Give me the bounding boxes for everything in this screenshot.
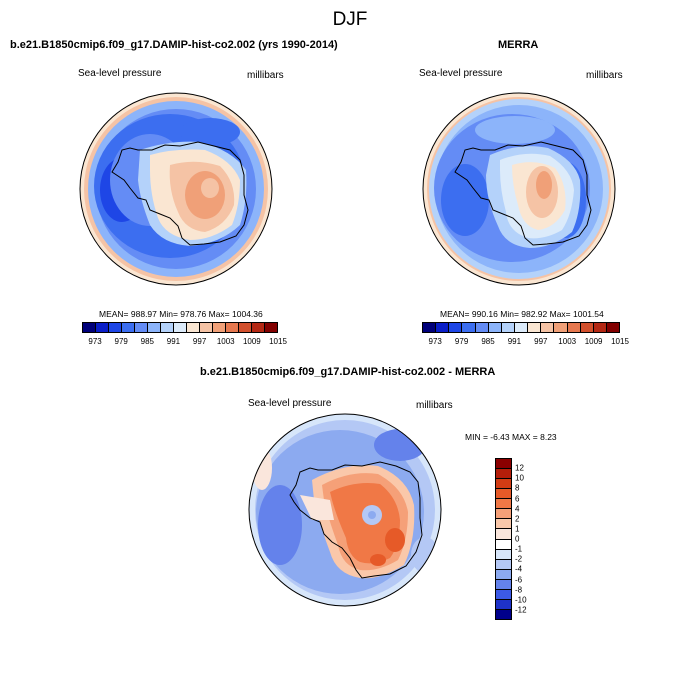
colorbar-swatch xyxy=(462,323,476,332)
colorbar-tick-label: 1003 xyxy=(216,337,235,346)
colorbar-swatch xyxy=(423,323,437,332)
colorbar-swatch xyxy=(528,323,542,332)
colorbar-swatch xyxy=(187,323,200,332)
colorbar-tick-label: -6 xyxy=(515,575,523,584)
diff-units-label: millibars xyxy=(416,400,453,411)
model-panel-title: b.e21.B1850cmip6.f09_g17.DAMIP-hist-co2.… xyxy=(10,39,338,51)
colorbar-swatch xyxy=(174,323,187,332)
colorbar-tick-label: 12 xyxy=(515,463,524,473)
colorbar-swatch xyxy=(496,459,511,470)
colorbar-swatch xyxy=(496,609,511,619)
colorbar-swatch xyxy=(200,323,213,332)
colorbar-swatch xyxy=(83,323,96,332)
colorbar-swatch xyxy=(496,569,511,580)
colorbar-swatch xyxy=(496,469,511,480)
colorbar-swatch xyxy=(496,579,511,590)
colorbar-tick-label: 973 xyxy=(88,337,102,346)
obs-stats: MEAN= 990.16 Min= 982.92 Max= 1001.54 xyxy=(440,309,604,319)
colorbar-swatch xyxy=(496,479,511,490)
colorbar-tick-label: 8 xyxy=(515,483,520,493)
colorbar-tick-label: -10 xyxy=(515,595,527,605)
colorbar-tick-label: 6 xyxy=(515,494,520,503)
colorbar-tick-label: 1 xyxy=(515,524,520,534)
colorbar-swatch xyxy=(514,323,529,332)
colorbar-tick-label: 985 xyxy=(481,337,495,346)
colorbar-swatch xyxy=(436,323,450,332)
colorbar-swatch xyxy=(593,323,607,332)
colorbar-tick-label: -4 xyxy=(515,564,523,574)
colorbar-tick-label: 973 xyxy=(428,337,442,346)
colorbar-tick-label: -2 xyxy=(515,554,523,564)
colorbar-tick-label: 0 xyxy=(515,534,520,544)
diff-polar-map xyxy=(249,414,441,606)
colorbar-swatch xyxy=(213,323,226,332)
colorbar-swatch xyxy=(488,323,502,332)
colorbar-tick-label: 1009 xyxy=(242,337,261,346)
colorbar-tick-label: 991 xyxy=(166,337,181,346)
colorbar-swatch xyxy=(496,519,511,530)
colorbar-tick-label: 991 xyxy=(507,337,522,346)
colorbar-swatch xyxy=(496,539,511,550)
colorbar-tick-label: 1015 xyxy=(611,337,629,346)
colorbar-tick-label: 997 xyxy=(192,337,207,346)
colorbar-swatch xyxy=(496,509,511,520)
colorbar-swatch xyxy=(606,323,620,332)
colorbar-swatch xyxy=(496,529,511,540)
colorbar-tick-label: 4 xyxy=(515,504,520,514)
colorbar-swatch xyxy=(109,323,122,332)
obs-polar-map xyxy=(423,93,615,285)
colorbar-swatch xyxy=(449,323,463,332)
season-title: DJF xyxy=(332,9,368,30)
colorbar-swatch xyxy=(135,323,148,332)
colorbar-swatch xyxy=(580,323,594,332)
colorbar-swatch xyxy=(122,323,135,332)
obs-variable-label: Sea-level pressure xyxy=(419,68,503,79)
colorbar-tick-label: 2 xyxy=(515,514,520,524)
diff-colorbar xyxy=(495,458,512,620)
model-variable-label: Sea-level pressure xyxy=(78,68,162,79)
model-units-label: millibars xyxy=(247,70,284,81)
colorbar-swatch xyxy=(161,323,174,332)
diff-stats: MIN = -6.43 MAX = 8.23 xyxy=(465,432,557,442)
obs-units-label: millibars xyxy=(586,70,623,81)
colorbar-tick-label: -8 xyxy=(515,585,523,595)
colorbar-tick-label: 1015 xyxy=(269,337,287,346)
colorbar-swatch xyxy=(541,323,555,332)
colorbar-swatch xyxy=(475,323,489,332)
colorbar-swatch xyxy=(148,323,161,332)
colorbar-swatch xyxy=(496,549,511,560)
colorbar-tick-label: 979 xyxy=(454,337,469,346)
colorbar-swatch xyxy=(496,599,511,610)
diff-panel-title: b.e21.B1850cmip6.f09_g17.DAMIP-hist-co2.… xyxy=(200,366,496,378)
colorbar-swatch xyxy=(496,489,511,500)
model-colorbar xyxy=(82,322,278,333)
colorbar-swatch xyxy=(96,323,109,332)
colorbar-tick-label: 1009 xyxy=(584,337,603,346)
colorbar-tick-label: 1003 xyxy=(558,337,577,346)
colorbar-swatch xyxy=(496,499,511,510)
colorbar-tick-label: -12 xyxy=(515,605,527,615)
colorbar-swatch xyxy=(226,323,239,332)
colorbar-tick-label: 985 xyxy=(140,337,155,346)
colorbar-swatch xyxy=(239,323,252,332)
obs-panel-title: MERRA xyxy=(498,39,539,51)
colorbar-swatch xyxy=(265,323,277,332)
colorbar-swatch xyxy=(501,323,515,332)
diff-variable-label: Sea-level pressure xyxy=(248,398,332,409)
colorbar-tick-label: -1 xyxy=(515,544,523,554)
colorbar-tick-label: 10 xyxy=(515,473,524,483)
model-stats: MEAN= 988.97 Min= 978.76 Max= 1004.36 xyxy=(99,309,263,319)
colorbar-swatch xyxy=(496,559,511,570)
colorbar-swatch xyxy=(554,323,568,332)
colorbar-swatch xyxy=(567,323,581,332)
colorbar-swatch xyxy=(252,323,265,332)
obs-colorbar xyxy=(422,322,620,333)
colorbar-tick-label: 997 xyxy=(534,337,548,346)
colorbar-tick-label: 979 xyxy=(114,337,128,346)
colorbar-swatch xyxy=(496,589,511,600)
